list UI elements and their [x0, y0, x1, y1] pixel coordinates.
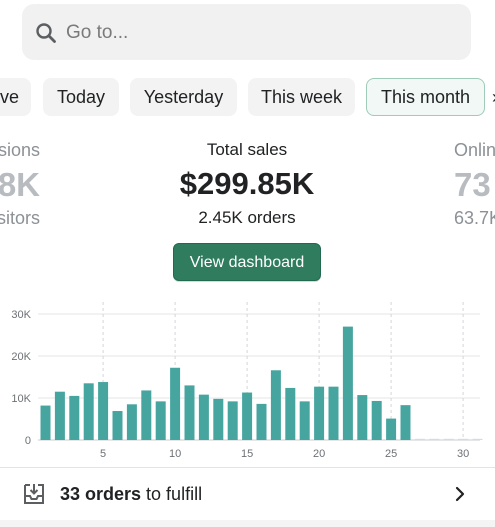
bar [270, 370, 281, 440]
total-sales-value: $299.85K [179, 166, 315, 201]
bar [357, 395, 368, 440]
bar [458, 438, 469, 440]
view-dashboard-button[interactable]: View dashboard [173, 243, 321, 281]
bar [285, 387, 296, 440]
metric-right-sub: 63.7K [454, 208, 495, 228]
bottom-spacer [0, 520, 495, 527]
x-tick-label: 25 [385, 448, 397, 460]
metric-right-label: Onlin [454, 140, 495, 160]
bar [40, 405, 51, 440]
bar [414, 438, 425, 440]
metric-left-label: sions [0, 140, 40, 160]
y-tick-label: 20K [11, 351, 31, 363]
orders-to-fulfill-text: 33 orders to fulfill [60, 483, 202, 505]
bar [227, 401, 238, 440]
sales-bar-chart: 0 10K 20K 30K 5 10 15 20 25 30 [11, 302, 483, 460]
bar [472, 438, 483, 440]
bar [170, 367, 181, 440]
bar [371, 400, 382, 440]
bar [328, 386, 339, 440]
bar [386, 418, 397, 440]
metric-left-sub: sitors [0, 208, 40, 228]
y-tick-label: 0 [25, 435, 31, 447]
orders-count: 2.45K orders [198, 208, 296, 227]
bar [155, 401, 166, 440]
y-tick-label: 10K [11, 393, 31, 405]
search-input[interactable]: Go to... [66, 22, 129, 43]
bar [83, 383, 94, 440]
filter-chip-partial[interactable]: ve [0, 78, 31, 116]
bar [314, 386, 325, 440]
bar [443, 438, 454, 440]
metric-right-value: 73 [454, 166, 491, 203]
more-filters-chevron-icon[interactable]: › [489, 78, 495, 116]
chevron-right-icon [455, 486, 465, 502]
x-tick-label: 15 [241, 448, 253, 460]
orders-count-text: 33 orders [60, 484, 142, 504]
orders-to-fulfill-row[interactable]: 33 orders to fulfill [0, 468, 495, 520]
bar [69, 395, 80, 440]
bar [141, 390, 152, 440]
filter-chip-this-week[interactable]: This week [248, 78, 355, 116]
filter-chip-yesterday[interactable]: Yesterday [130, 78, 237, 116]
bar [400, 405, 411, 440]
bar [184, 385, 195, 440]
search-bar[interactable]: Go to... [22, 4, 471, 60]
x-tick-label: 30 [457, 448, 469, 460]
x-tick-label: 5 [100, 448, 106, 460]
x-tick-label: 20 [313, 448, 325, 460]
x-tick-label: 10 [169, 448, 181, 460]
bar [299, 401, 310, 440]
bar [198, 394, 209, 440]
search-icon [36, 23, 56, 43]
bar [126, 404, 137, 440]
filter-chip-today[interactable]: Today [43, 78, 119, 116]
to-fulfill-text: to fulfill [141, 484, 203, 504]
bar [342, 326, 353, 440]
bar [98, 382, 109, 440]
bar [213, 398, 224, 440]
bar [112, 411, 123, 440]
inbox-download-icon [24, 484, 44, 504]
divider [0, 467, 495, 468]
metric-left-value: 8K [0, 166, 40, 203]
filter-chip-this-month[interactable]: This month [366, 78, 485, 116]
y-tick-label: 30K [11, 309, 31, 321]
bar [256, 403, 267, 440]
bar [54, 391, 65, 440]
total-sales-label: Total sales [206, 140, 288, 159]
bar [429, 438, 440, 440]
bar [242, 392, 253, 440]
